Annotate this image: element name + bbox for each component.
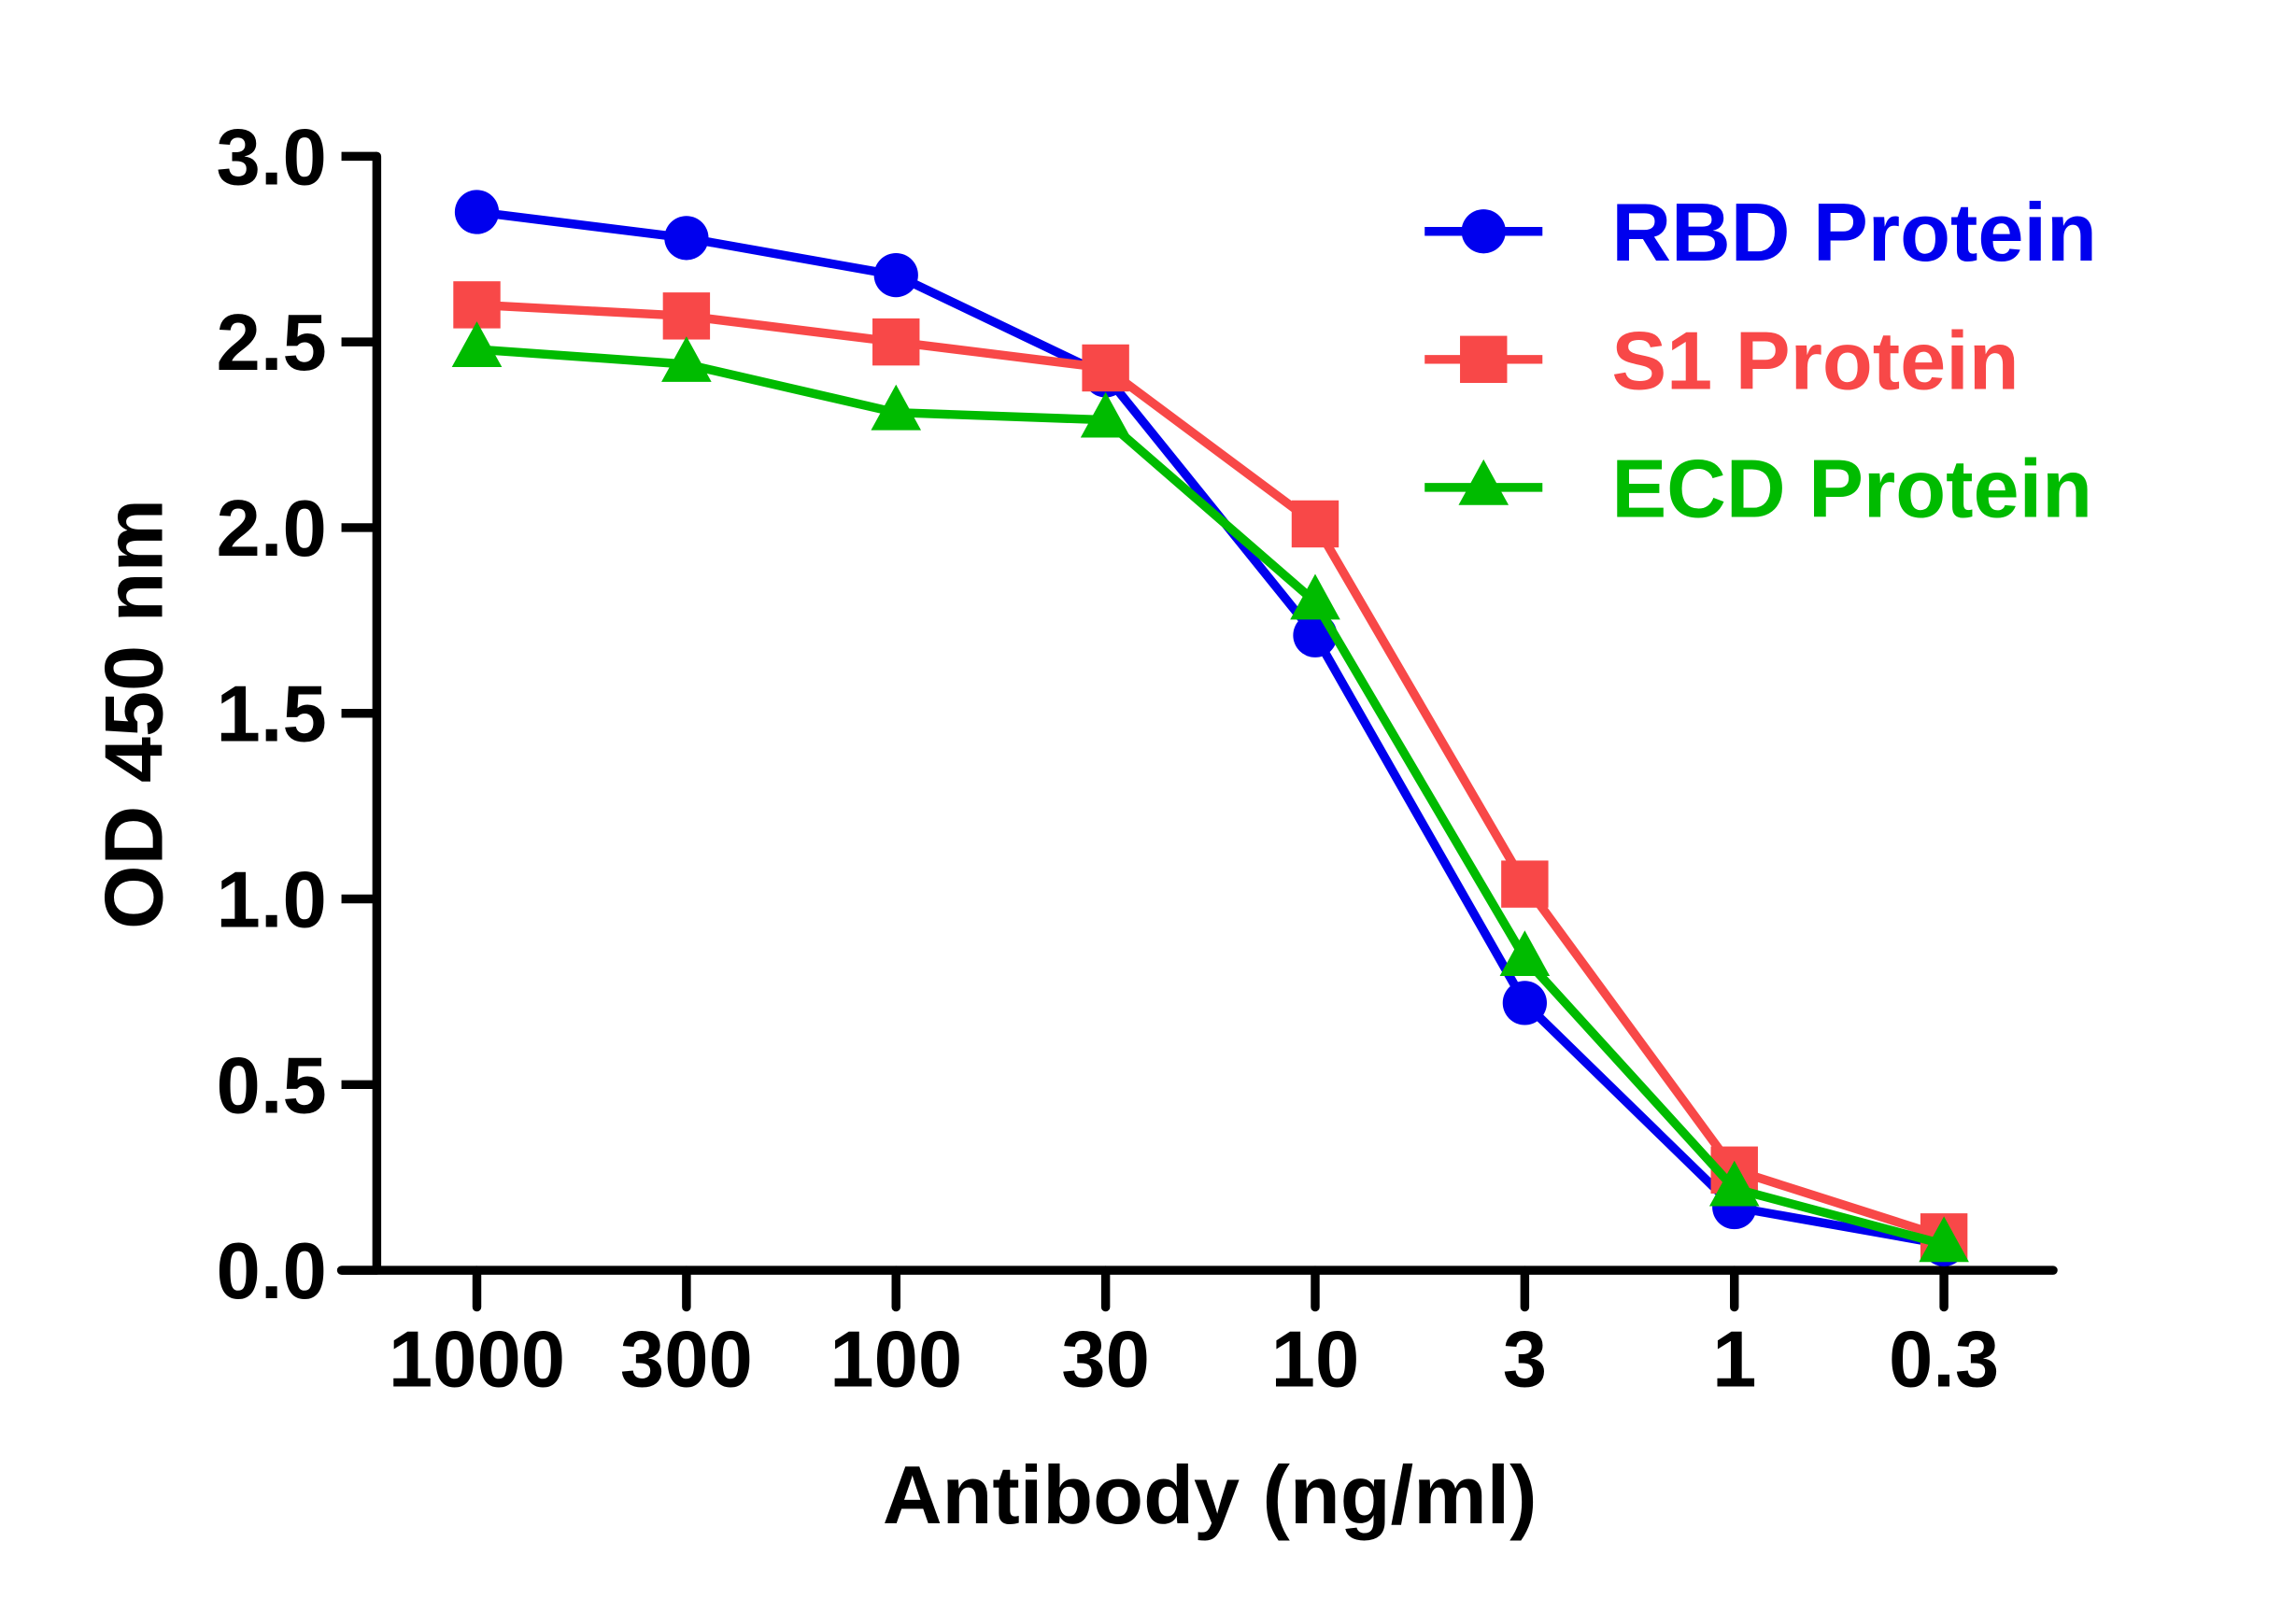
triangle-marker: [661, 336, 712, 382]
triangle-marker: [1290, 573, 1340, 620]
y-tick-label: 1.5: [217, 671, 327, 759]
y-tick-label: 2.5: [217, 299, 327, 388]
y-tick-label: 1.0: [217, 855, 327, 944]
triangle-marker: [451, 321, 503, 368]
x-axis-label: Antibody (ng/ml): [883, 1449, 1538, 1541]
series-line: [476, 345, 1946, 1249]
x-tick-label: 100: [829, 1316, 962, 1405]
circle-marker: [454, 190, 500, 234]
square-marker: [1460, 335, 1508, 384]
square-marker: [1291, 500, 1339, 548]
legend-item: ECD Protein: [1424, 442, 2092, 534]
series-s1-protein: [453, 281, 1968, 1261]
triangle-marker: [1708, 1160, 1760, 1207]
legend: RBD Protein S1 Protein ECD Protein: [1424, 186, 2097, 534]
series-ecd-protein: [451, 321, 1969, 1263]
triangle-marker: [871, 384, 922, 431]
triangle-marker: [1458, 459, 1509, 505]
triangle-marker: [1919, 1216, 1969, 1263]
square-marker: [1501, 860, 1549, 908]
y-tick-label: 2.0: [217, 485, 327, 573]
axes: 0.0 0.5 1.0 1.5 2.0 2.5 3.0 1000 300 100 30 10 3 1 0.3: [217, 113, 2058, 1405]
x-tick-label: 300: [620, 1316, 753, 1405]
legend-label: S1 Protein: [1611, 314, 2019, 406]
y-tick-label: 0.5: [217, 1041, 327, 1130]
square-marker: [453, 281, 501, 329]
x-tick-label: 0.3: [1889, 1316, 1999, 1405]
square-marker: [1082, 344, 1129, 392]
circle-marker: [1502, 981, 1547, 1025]
square-marker: [662, 292, 711, 340]
square-marker: [872, 318, 920, 366]
y-tick-label: 3.0: [217, 113, 327, 202]
x-tick-label: 1: [1712, 1316, 1756, 1405]
circle-marker: [873, 252, 918, 298]
series-group: [451, 190, 1969, 1266]
y-tick-label: 0.0: [217, 1227, 327, 1316]
legend-label: RBD Protein: [1611, 186, 2097, 278]
legend-label: ECD Protein: [1611, 442, 2092, 534]
y-axis-label: OD 450 nm: [87, 499, 179, 929]
triangle-marker: [1080, 391, 1131, 438]
x-tick-label: 30: [1061, 1316, 1150, 1405]
x-tick-label: 1000: [389, 1316, 565, 1405]
series-line: [476, 300, 1946, 1241]
circle-marker: [664, 216, 709, 261]
triangle-marker: [1499, 930, 1551, 977]
legend-item: S1 Protein: [1424, 314, 2020, 406]
x-tick-label: 3: [1503, 1316, 1547, 1405]
circle-marker: [1461, 209, 1506, 254]
legend-item: RBD Protein: [1424, 186, 2097, 278]
x-tick-label: 10: [1271, 1316, 1360, 1405]
